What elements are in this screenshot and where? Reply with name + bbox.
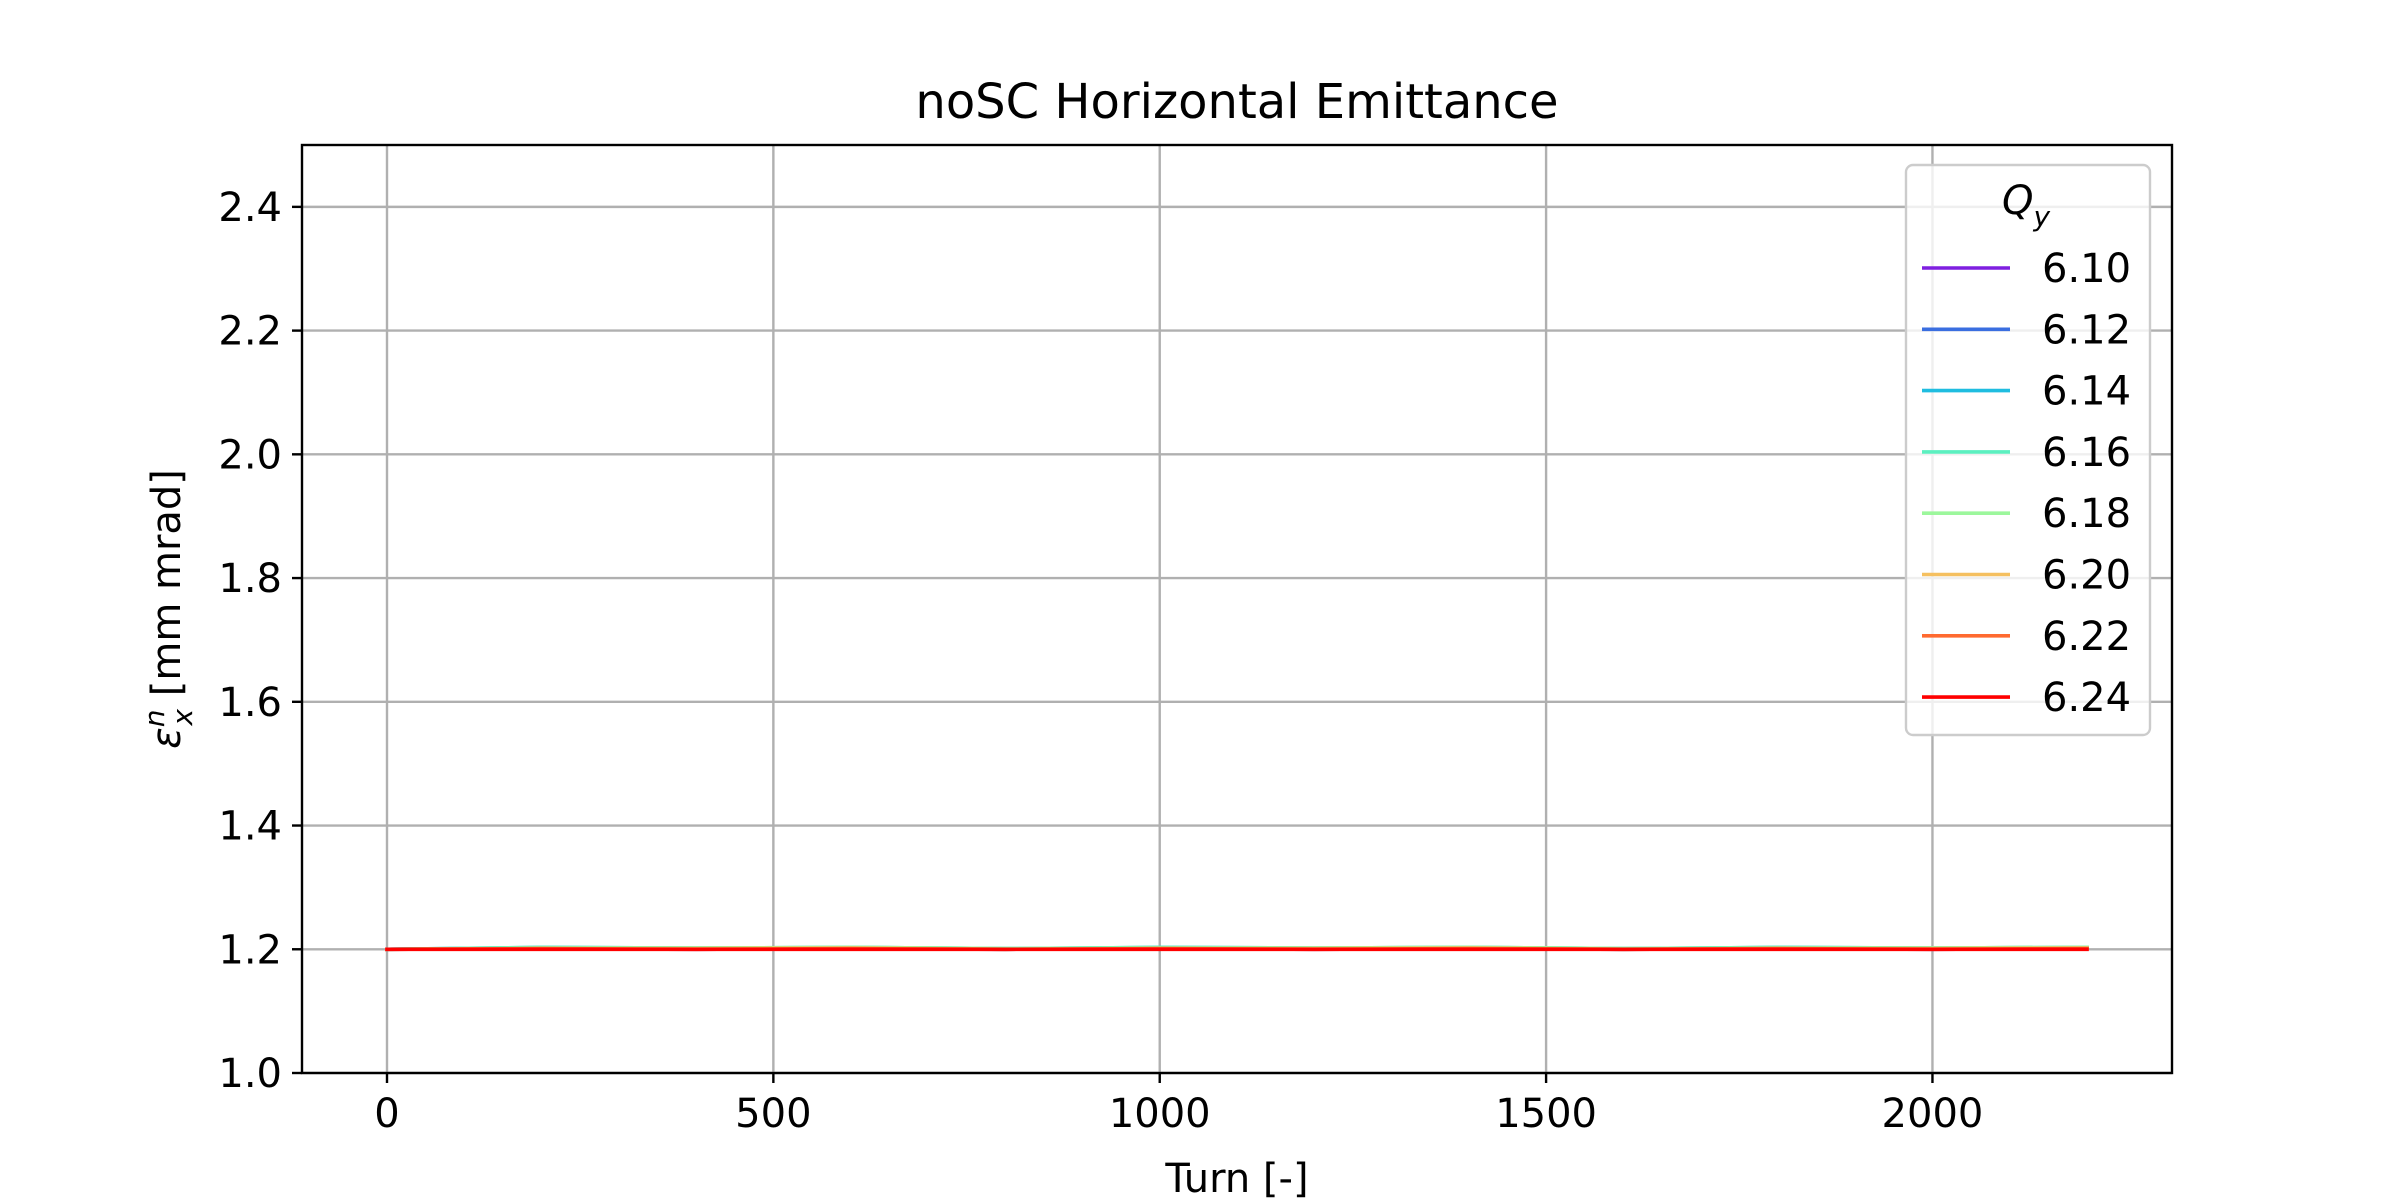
x-axis-label: Turn [-] — [1164, 1156, 1308, 1200]
y-tick-label: 1.0 — [218, 1051, 282, 1097]
y-axis-label: εnx [mm mrad] — [138, 469, 199, 749]
y-tick-label: 1.8 — [218, 556, 282, 602]
y-tick-label: 1.6 — [218, 680, 282, 726]
plot-frame — [300, 143, 2174, 1075]
legend-label-6.22: 6.22 — [2042, 614, 2131, 660]
legend-title-symbol: Q — [2002, 178, 2033, 224]
x-tick-label: 2000 — [1882, 1091, 1984, 1137]
legend-label-6.24: 6.24 — [2042, 675, 2131, 721]
x-tick-label: 1500 — [1495, 1091, 1597, 1137]
legend-title: Qy — [2002, 178, 2050, 233]
axis-ticks: 0 500 1000 1500 2000 1.0 1.2 1.4 1.6 1.8 2.0 2.2 2.4 — [218, 185, 1983, 1137]
legend-box — [1904, 163, 2152, 737]
y-axis-label-superscript: n — [138, 710, 171, 728]
x-tick-label: 0 — [374, 1091, 399, 1137]
y-tick-label: 1.4 — [218, 804, 282, 850]
series-lines — [385, 945, 2089, 952]
y-axis-label-subscript: x — [166, 709, 199, 727]
x-tick-label: 1000 — [1109, 1091, 1211, 1137]
legend: Qy 6.10 6.12 6.14 6.16 6.18 6.20 6.22 6.24 — [1904, 163, 2152, 737]
y-axis-label-unit: [mm mrad] — [144, 469, 190, 709]
y-tick-label: 2.0 — [218, 432, 282, 478]
chart-title: noSC Horizontal Emittance — [915, 74, 1558, 130]
legend-label-6.20: 6.20 — [2042, 553, 2131, 599]
legend-title-subscript: y — [2032, 200, 2050, 233]
y-axis-label-symbol: ε — [144, 727, 190, 749]
y-tick-label: 2.4 — [218, 185, 282, 231]
x-tick-label: 500 — [735, 1091, 811, 1137]
legend-entries: 6.10 6.12 6.14 6.16 6.18 6.20 6.22 6.24 — [1922, 246, 2131, 721]
legend-label-6.12: 6.12 — [2042, 307, 2131, 353]
legend-label-6.14: 6.14 — [2042, 369, 2131, 415]
y-tick-label: 2.2 — [218, 309, 282, 355]
legend-label-6.18: 6.18 — [2042, 491, 2131, 537]
legend-label-6.10: 6.10 — [2042, 246, 2131, 292]
legend-label-6.16: 6.16 — [2042, 430, 2131, 476]
plot-area — [302, 145, 2172, 1073]
y-tick-label: 1.2 — [218, 927, 282, 973]
